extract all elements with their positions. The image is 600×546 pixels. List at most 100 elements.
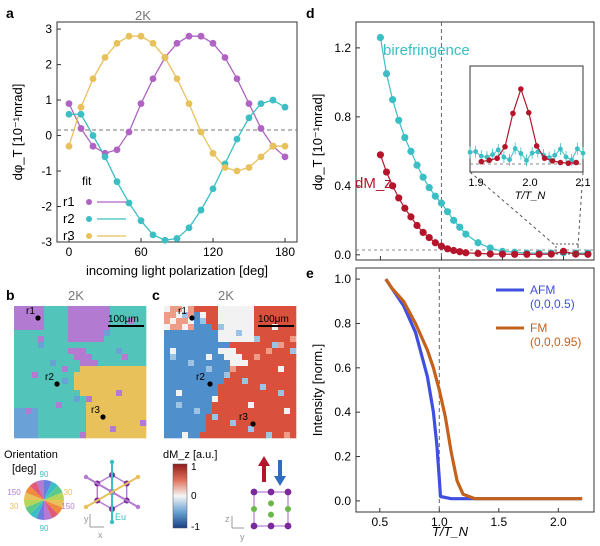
dmz-map-pixel [218, 306, 225, 313]
dmz-map-pixel [224, 306, 231, 313]
dmz-map-pixel [260, 432, 267, 439]
inset-birefringence-point [501, 154, 507, 160]
dmz-map-pixel [272, 432, 279, 439]
orientation-map-pixel [86, 378, 93, 385]
orientation-map-pixel [104, 360, 111, 367]
orientation-map-pixel [62, 360, 69, 367]
panel-a-point-r3 [101, 54, 109, 61]
dmz-map-pixel [266, 318, 273, 325]
orientation-map-pixel [44, 372, 51, 379]
orientation-map-pixel [68, 378, 75, 385]
orientation-map-pixel [116, 348, 123, 355]
dmz-map-pixel [200, 330, 207, 337]
panel-a-xtick-1: 60 [134, 245, 148, 259]
panel-d-point-0 [437, 199, 446, 207]
orientation-map-pixel [140, 318, 147, 325]
dmz-map-pixel [212, 348, 219, 355]
dmz-map-pixel [248, 336, 255, 343]
color-wheel-label-1: 150 [7, 488, 21, 497]
dmz-map-pixel [266, 426, 273, 433]
orientation-map-pixel [98, 396, 105, 403]
orientation-map-pixel [80, 312, 87, 319]
orientation-map-pixel [74, 354, 81, 361]
orientation-map-pixel [140, 330, 147, 337]
orientation-map-pixel [128, 432, 135, 439]
orientation-map-pixel [74, 408, 81, 415]
orientation-map-pixel [38, 342, 45, 349]
panel-d-inset-connector-left [469, 171, 557, 247]
dmz-map-pixel [194, 372, 201, 379]
orientation-map-pixel [80, 396, 87, 403]
orientation-map-pixel [80, 360, 87, 367]
dmz-map-pixel [284, 336, 291, 343]
dmz-map-pixel [284, 372, 291, 379]
dmz-map-pixel [200, 360, 207, 367]
dmz-map-pixel [272, 378, 279, 385]
orientation-map-pixel [134, 342, 141, 349]
dmz-map-pixel [176, 390, 183, 397]
dmz-map-pixel [188, 348, 195, 355]
orientation-map-pixel [92, 354, 99, 361]
panel-c-marker-r1 [189, 315, 195, 321]
orientation-map-pixel [74, 342, 81, 349]
dmz-map-pixel [176, 432, 183, 439]
dmz-map-pixel [290, 306, 297, 313]
orientation-map-pixel [92, 402, 99, 409]
dmz-map-pixel [212, 402, 219, 409]
dmz-map-pixel [188, 420, 195, 427]
orientation-map-pixel [104, 378, 111, 385]
orientation-map-pixel [98, 408, 105, 415]
dmz-map-pixel [182, 318, 189, 325]
dmz-map-pixel [254, 342, 261, 349]
orientation-map-pixel [62, 372, 69, 379]
orientation-map-pixel [74, 318, 81, 325]
orientation-map-pixel [86, 372, 93, 379]
dmz-map-pixel [236, 372, 243, 379]
dmz-map-pixel [224, 336, 231, 343]
orientation-map-pixel [86, 402, 93, 409]
dmz-map-pixel [272, 414, 279, 421]
dmz-map-pixel [206, 354, 213, 361]
panel-a-point-r2 [101, 153, 109, 161]
orientation-map-pixel [98, 336, 105, 343]
dmz-map-pixel [284, 306, 291, 313]
orientation-map-pixel [116, 390, 123, 397]
orientation-map-pixel [62, 318, 69, 325]
dmz-map-pixel [170, 342, 177, 349]
panel-b-scalebar-label: 100μm [108, 314, 139, 325]
dmz-map-pixel [224, 360, 231, 367]
dmz-map-pixel [290, 420, 297, 427]
dmz-map-pixel [230, 408, 237, 415]
orientation-map-pixel [68, 348, 75, 355]
dmz-map-pixel [188, 414, 195, 421]
dmz-map-pixel [284, 348, 291, 355]
axis-triad-c: z y [225, 514, 245, 542]
orientation-map-pixel [20, 420, 27, 427]
panel-a-point-r3 [233, 167, 241, 175]
orientation-map-pixel [68, 414, 75, 421]
dmz-map-pixel [194, 360, 201, 367]
orientation-map-pixel [74, 348, 81, 355]
orientation-map-pixel [38, 414, 45, 421]
orientation-map-pixel [110, 354, 117, 361]
dmz-map-pixel [206, 306, 213, 313]
orientation-map-pixel [50, 402, 57, 409]
dmz-map-pixel [248, 312, 255, 319]
panel-d-point-0 [419, 173, 427, 181]
dmz-map-pixel [176, 318, 183, 325]
orientation-map-pixel [98, 402, 105, 409]
dmz-map-pixel [266, 324, 273, 331]
orientation-map-pixel [128, 414, 135, 421]
orientation-map-pixel [104, 408, 111, 415]
dmz-map-pixel [272, 408, 279, 415]
dmz-map-pixel [284, 360, 291, 367]
dmz-map-pixel [278, 330, 285, 337]
dmz-map-pixel [224, 402, 231, 409]
color-wheel-wedge [25, 500, 44, 515]
orientation-map-pixel [134, 384, 141, 391]
dmz-map-pixel [206, 336, 213, 343]
orientation-map-pixel [38, 306, 45, 313]
dmz-map-pixel [266, 372, 273, 379]
orientation-map-pixel [62, 324, 69, 331]
panel-a-point-r1 [185, 32, 193, 40]
